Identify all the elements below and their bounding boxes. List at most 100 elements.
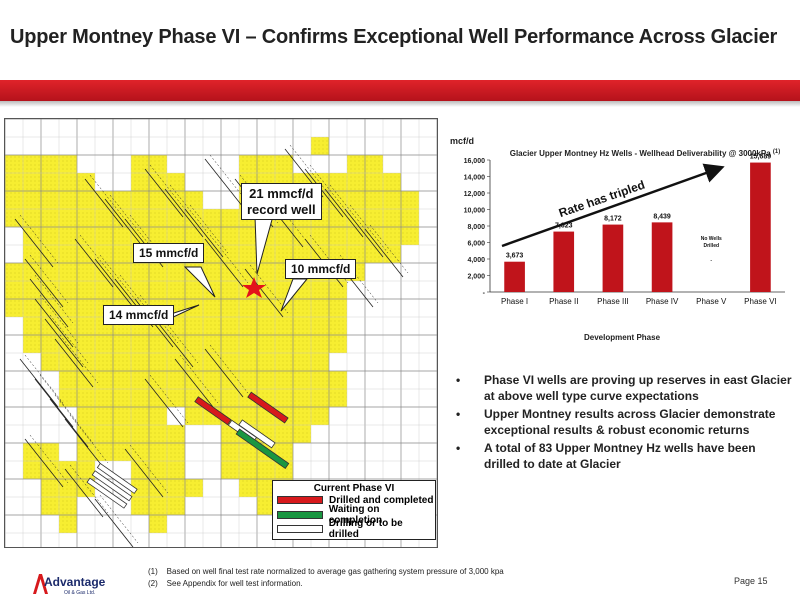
lease-cell — [185, 317, 203, 335]
bar — [602, 224, 624, 292]
lease-cell — [131, 497, 149, 515]
lease-cell — [95, 353, 113, 371]
lease-cell — [329, 389, 347, 407]
well-trace — [24, 438, 64, 488]
lease-cell — [149, 407, 167, 425]
lease-cell — [131, 191, 149, 209]
lease-cell — [329, 335, 347, 353]
lease-cell — [131, 443, 149, 461]
lease-cell — [221, 317, 239, 335]
lease-cell — [95, 209, 113, 227]
lease-cell — [383, 227, 401, 245]
x-tick-label: Phase IV — [646, 297, 679, 306]
map-grid — [5, 119, 437, 547]
well-trace — [304, 168, 344, 218]
lease-cell — [23, 281, 41, 299]
lease-cell — [77, 317, 95, 335]
lease-cell — [329, 209, 347, 227]
lease-cell — [113, 371, 131, 389]
bar-data-label: 15,689 — [750, 154, 772, 161]
lease-cell — [329, 317, 347, 335]
y-axis: 16,000 14,000 12,000 10,000 8,000 6,000 4,000 2… — [464, 158, 785, 297]
lease-cell — [149, 173, 167, 191]
lease-cell — [329, 299, 347, 317]
lease-cell — [131, 461, 149, 479]
lease-cell — [59, 227, 77, 245]
lease-cell — [113, 209, 131, 227]
lease-cell — [347, 245, 365, 263]
lease-cell — [185, 191, 203, 209]
lease-cell — [77, 443, 95, 461]
lease-cell — [23, 461, 41, 479]
lease-cell — [131, 353, 149, 371]
lease-cell — [41, 497, 59, 515]
page-title: Upper Montney Phase VI – Confirms Except… — [10, 26, 778, 48]
lease-cell — [23, 443, 41, 461]
lease-cell — [221, 209, 239, 227]
lease-cell — [113, 443, 131, 461]
well-trace — [204, 238, 244, 288]
lease-cell — [113, 425, 131, 443]
lease-cell — [59, 281, 77, 299]
lease-cell — [185, 299, 203, 317]
lease-cell — [149, 227, 167, 245]
header-bar-shadow — [0, 101, 800, 107]
lease-cell — [347, 155, 365, 173]
lease-cell — [113, 335, 131, 353]
lease-cell — [293, 317, 311, 335]
lease-cell — [185, 407, 203, 425]
lease-cell — [59, 173, 77, 191]
y-tick-label: 6,000 — [467, 241, 485, 248]
well-trace — [124, 448, 164, 498]
well-trace — [34, 298, 74, 348]
lease-cell — [41, 335, 59, 353]
y-tick-label: 12,000 — [464, 191, 486, 198]
well-waiting-1 — [235, 428, 290, 469]
well-trace — [144, 168, 184, 218]
lease-cell — [311, 299, 329, 317]
lease-cell — [131, 227, 149, 245]
logo-mark-icon: Advantage Oil & Gas Ltd. — [33, 574, 106, 596]
well-trace — [14, 218, 54, 268]
bullet-item: Phase VI wells are proving up reserves i… — [452, 372, 792, 404]
lease-cell — [203, 389, 221, 407]
y-tick-label: 2,000 — [467, 274, 485, 281]
lease-cell — [41, 263, 59, 281]
lease-cell — [239, 479, 257, 497]
lease-cell — [59, 209, 77, 227]
x-tick-label: Phase V — [696, 297, 727, 306]
legend-label: Waiting on completion — [328, 504, 383, 526]
lease-cell — [185, 479, 203, 497]
lease-cell — [167, 191, 185, 209]
lease-cell — [239, 299, 257, 317]
header-red-bar — [0, 80, 800, 101]
lease-cell — [203, 353, 221, 371]
callout-10-mmcfd: 10 mmcf/d — [285, 259, 357, 280]
lease-cell — [185, 353, 203, 371]
lease-cell — [257, 353, 275, 371]
lease-cell — [95, 281, 113, 299]
lease-cell — [293, 407, 311, 425]
deliverability-chart: mcf/d Glacier Upper Montney Hz Wells - W… — [450, 132, 795, 350]
lease-cell — [365, 173, 383, 191]
lease-cell — [149, 515, 167, 533]
lease-cell — [203, 317, 221, 335]
lease-cell — [239, 443, 257, 461]
callout-pointer-15 — [183, 266, 216, 298]
lease-cell — [239, 335, 257, 353]
lease-cell — [203, 299, 221, 317]
lease-cell — [131, 389, 149, 407]
lease-cell — [275, 335, 293, 353]
lease-cell — [23, 191, 41, 209]
well-white-4 — [91, 470, 133, 502]
no-wells-annotation: No Wells — [701, 236, 722, 242]
lease-cell — [149, 335, 167, 353]
lease-cell — [185, 281, 203, 299]
lease-cell — [167, 371, 185, 389]
bar-data-label: 3,673 — [506, 253, 524, 260]
well-trace — [49, 398, 89, 448]
lease-cell — [131, 155, 149, 173]
lease-cell — [257, 371, 275, 389]
lease-cell — [131, 425, 149, 443]
